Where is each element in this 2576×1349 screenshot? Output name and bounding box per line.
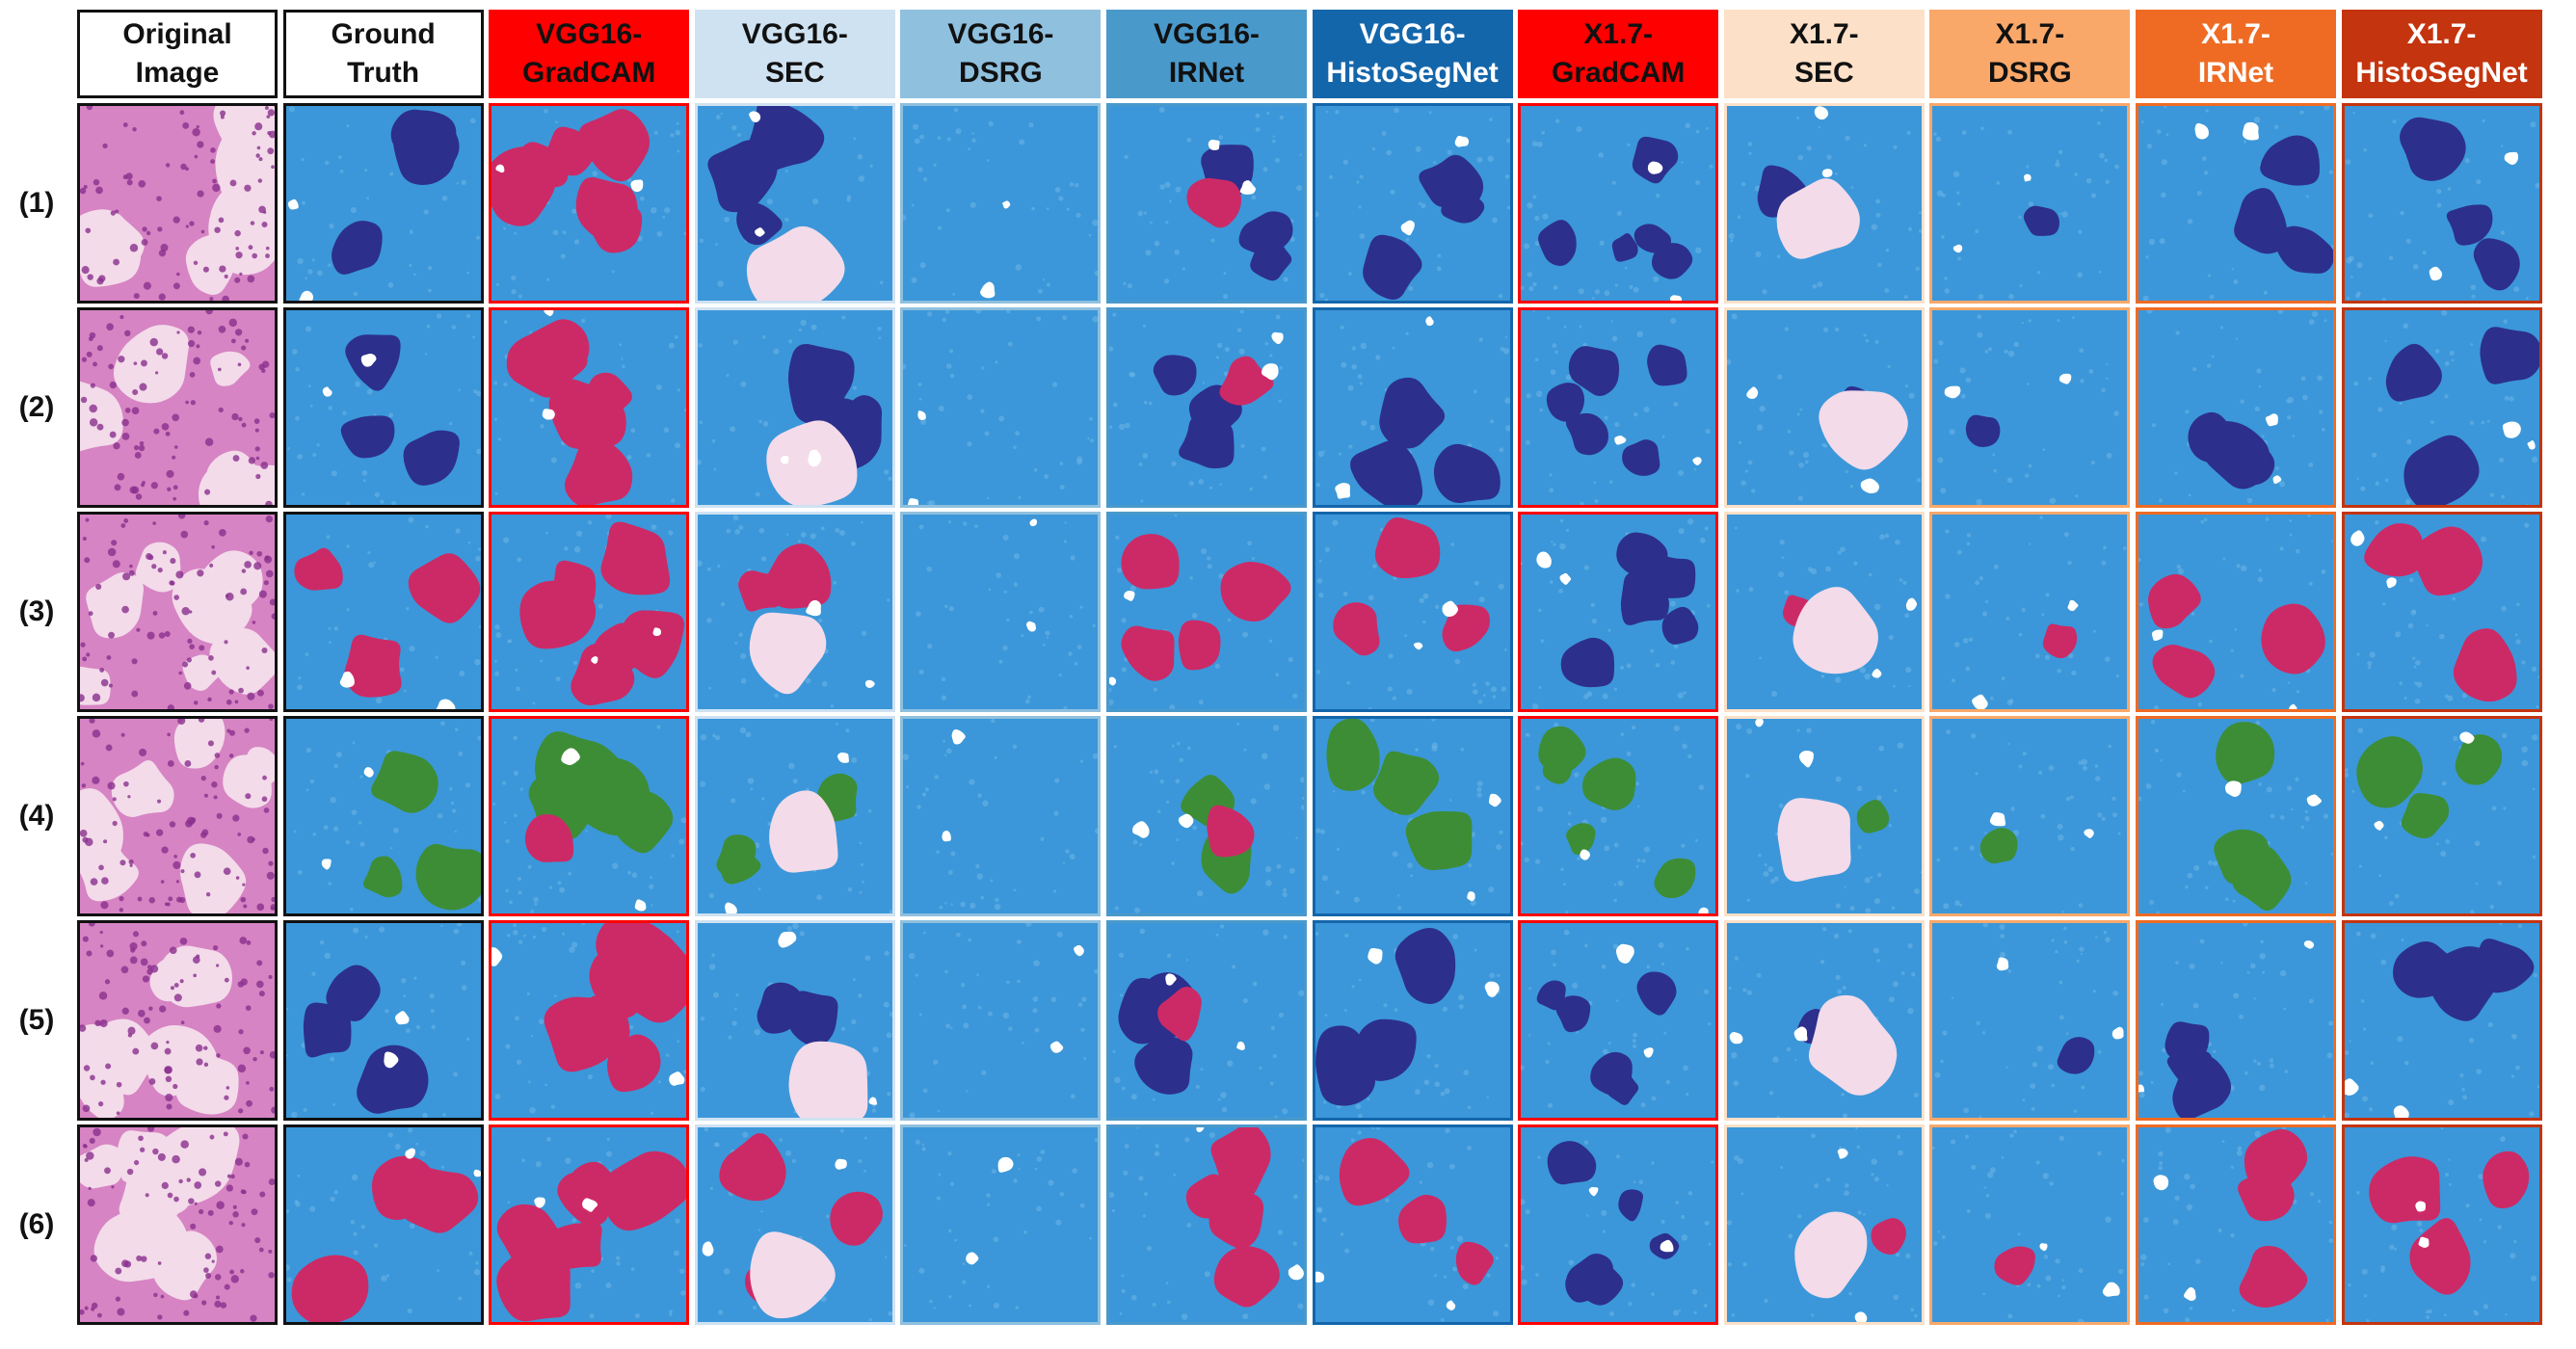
tile-vgg-irnet-row-5 bbox=[1106, 920, 1307, 1121]
tile-vgg-dsrg-row-4 bbox=[900, 716, 1102, 916]
tile-original-row-3 bbox=[77, 512, 278, 712]
tile-vgg-histosegnet-row-3 bbox=[1312, 512, 1513, 712]
tile-x17-gradcam-row-3 bbox=[1518, 512, 1719, 712]
tile-vgg-irnet-row-4 bbox=[1106, 716, 1307, 916]
tile-gt-row-6 bbox=[282, 1124, 484, 1325]
tile-vgg-sec-row-3 bbox=[694, 512, 895, 712]
row-label-4: (4) bbox=[18, 800, 55, 832]
column-header-vgg-sec: VGG16- SEC bbox=[694, 10, 895, 98]
tile-x17-dsrg-row-3 bbox=[1929, 512, 2131, 712]
column-header-gt: Ground Truth bbox=[282, 10, 484, 98]
tile-vgg-irnet-row-2 bbox=[1106, 307, 1307, 508]
tile-x17-sec-row-2 bbox=[1723, 307, 1925, 508]
tile-x17-sec-row-5 bbox=[1723, 920, 1925, 1121]
tile-vgg-irnet-row-3 bbox=[1106, 512, 1307, 712]
tile-vgg-dsrg-row-1 bbox=[900, 103, 1102, 304]
column-header-x17-sec: X1.7- SEC bbox=[1723, 10, 1925, 98]
tile-x17-sec-row-6 bbox=[1723, 1124, 1925, 1325]
tile-x17-gradcam-row-6 bbox=[1518, 1124, 1719, 1325]
tile-x17-sec-row-4 bbox=[1723, 716, 1925, 916]
tile-vgg-histosegnet-row-1 bbox=[1312, 103, 1513, 304]
tile-vgg-histosegnet-row-6 bbox=[1312, 1124, 1513, 1325]
column-header-x17-histosegnet: X1.7- HistoSegNet bbox=[2341, 10, 2542, 98]
tile-x17-irnet-row-6 bbox=[2136, 1124, 2336, 1325]
tile-x17-gradcam-row-5 bbox=[1518, 920, 1719, 1121]
tile-x17-dsrg-row-4 bbox=[1929, 716, 2131, 916]
tile-x17-histosegnet-row-3 bbox=[2341, 512, 2542, 712]
tile-vgg-gradcam-row-5 bbox=[489, 920, 690, 1121]
tile-x17-gradcam-row-1 bbox=[1518, 103, 1719, 304]
tile-x17-histosegnet-row-6 bbox=[2341, 1124, 2542, 1325]
tile-x17-irnet-row-3 bbox=[2136, 512, 2336, 712]
tile-x17-dsrg-row-2 bbox=[1929, 307, 2131, 508]
tile-vgg-dsrg-row-6 bbox=[900, 1124, 1102, 1325]
column-header-x17-dsrg: X1.7- DSRG bbox=[1929, 10, 2131, 98]
tile-x17-sec-row-1 bbox=[1723, 103, 1925, 304]
tile-x17-irnet-row-4 bbox=[2136, 716, 2336, 916]
tile-gt-row-5 bbox=[282, 920, 484, 1121]
tile-x17-histosegnet-row-4 bbox=[2341, 716, 2542, 916]
tile-x17-irnet-row-5 bbox=[2136, 920, 2336, 1121]
tile-vgg-gradcam-row-2 bbox=[489, 307, 690, 508]
tile-original-row-5 bbox=[77, 920, 278, 1121]
tile-x17-sec-row-3 bbox=[1723, 512, 1925, 712]
tile-vgg-histosegnet-row-2 bbox=[1312, 307, 1513, 508]
tile-x17-histosegnet-row-1 bbox=[2341, 103, 2542, 304]
tile-original-row-1 bbox=[77, 103, 278, 304]
tile-x17-gradcam-row-2 bbox=[1518, 307, 1719, 508]
column-header-vgg-histosegnet: VGG16- HistoSegNet bbox=[1312, 10, 1513, 98]
tile-vgg-sec-row-5 bbox=[694, 920, 895, 1121]
tile-vgg-gradcam-row-1 bbox=[489, 103, 690, 304]
tile-original-row-4 bbox=[77, 716, 278, 916]
row-label-5: (5) bbox=[18, 1004, 55, 1036]
tile-vgg-histosegnet-row-4 bbox=[1312, 716, 1513, 916]
tile-x17-histosegnet-row-5 bbox=[2341, 920, 2542, 1121]
column-header-x17-irnet: X1.7- IRNet bbox=[2136, 10, 2336, 98]
tile-vgg-sec-row-4 bbox=[694, 716, 895, 916]
tile-gt-row-1 bbox=[282, 103, 484, 304]
tile-original-row-2 bbox=[77, 307, 278, 508]
tile-vgg-dsrg-row-3 bbox=[900, 512, 1102, 712]
tile-vgg-dsrg-row-5 bbox=[900, 920, 1102, 1121]
row-label-6: (6) bbox=[18, 1208, 55, 1240]
tile-vgg-histosegnet-row-5 bbox=[1312, 920, 1513, 1121]
tile-vgg-sec-row-1 bbox=[694, 103, 895, 304]
row-label-2: (2) bbox=[18, 391, 55, 423]
tile-x17-dsrg-row-5 bbox=[1929, 920, 2131, 1121]
tile-x17-gradcam-row-4 bbox=[1518, 716, 1719, 916]
tile-x17-irnet-row-2 bbox=[2136, 307, 2336, 508]
tile-vgg-irnet-row-1 bbox=[1106, 103, 1307, 304]
tile-gt-row-4 bbox=[282, 716, 484, 916]
tile-gt-row-3 bbox=[282, 512, 484, 712]
tile-vgg-gradcam-row-3 bbox=[489, 512, 690, 712]
tile-vgg-irnet-row-6 bbox=[1106, 1124, 1307, 1325]
column-header-vgg-irnet: VGG16- IRNet bbox=[1106, 10, 1307, 98]
tile-x17-irnet-row-1 bbox=[2136, 103, 2336, 304]
tile-x17-dsrg-row-6 bbox=[1929, 1124, 2131, 1325]
tile-x17-dsrg-row-1 bbox=[1929, 103, 2131, 304]
row-label-3: (3) bbox=[18, 595, 55, 627]
tile-vgg-sec-row-2 bbox=[694, 307, 895, 508]
tile-x17-histosegnet-row-2 bbox=[2341, 307, 2542, 508]
tile-vgg-gradcam-row-6 bbox=[489, 1124, 690, 1325]
column-header-vgg-dsrg: VGG16- DSRG bbox=[900, 10, 1102, 98]
column-header-vgg-gradcam: VGG16- GradCAM bbox=[489, 10, 690, 98]
row-label-1: (1) bbox=[18, 187, 55, 219]
column-header-original: Original Image bbox=[77, 10, 278, 98]
tile-vgg-gradcam-row-4 bbox=[489, 716, 690, 916]
tile-vgg-sec-row-6 bbox=[694, 1124, 895, 1325]
tile-vgg-dsrg-row-2 bbox=[900, 307, 1102, 508]
column-header-x17-gradcam: X1.7- GradCAM bbox=[1518, 10, 1719, 98]
tile-original-row-6 bbox=[77, 1124, 278, 1325]
tile-gt-row-2 bbox=[282, 307, 484, 508]
